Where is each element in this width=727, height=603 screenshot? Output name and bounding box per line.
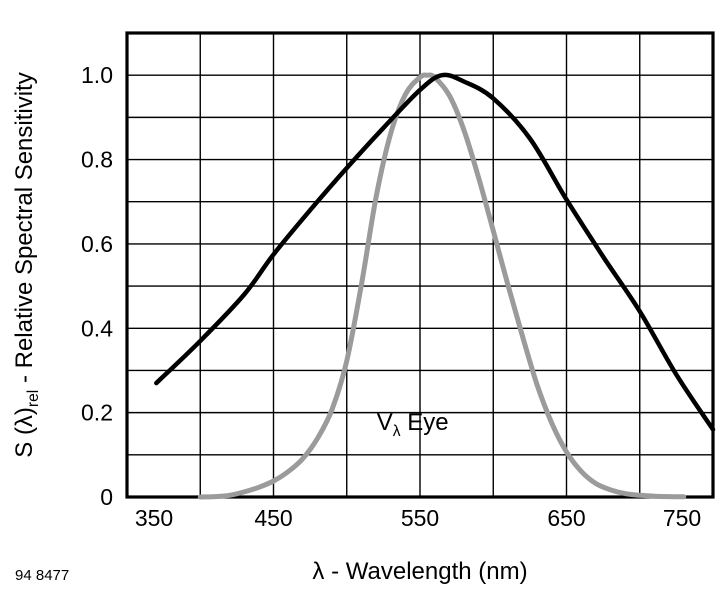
y-tick-label: 0.2 xyxy=(81,400,113,426)
y-tick-label: 1.0 xyxy=(81,62,113,88)
y-tick-label: 0 xyxy=(100,484,113,510)
y-tick-label: 0.8 xyxy=(81,147,113,173)
x-tick-label: 350 xyxy=(135,505,173,531)
y-axis-label-subscript: rel xyxy=(24,389,42,408)
annotation-subscript: λ xyxy=(392,423,401,441)
plot-frame xyxy=(125,31,715,499)
y-axis-label-prefix: S (λ) xyxy=(11,407,39,458)
figure-number: 94 8477 xyxy=(15,567,70,584)
v-lambda-eye-annotation: Vλ Eye xyxy=(377,409,449,441)
annotation-prefix: V xyxy=(376,409,393,437)
x-tick-label: 650 xyxy=(547,505,585,531)
x-tick-label: 550 xyxy=(401,505,439,531)
curve-detector-sensitivity xyxy=(154,72,716,432)
x-tick-label: 750 xyxy=(663,505,701,531)
y-axis-label-suffix: - Relative Spectral Sensitivity xyxy=(11,72,39,390)
annotation-suffix: Eye xyxy=(400,409,449,437)
x-axis-label: λ - Wavelength (nm) xyxy=(312,558,528,585)
y-tick-label: 0.4 xyxy=(81,315,113,341)
x-tick-label: 450 xyxy=(254,505,292,531)
y-tick-label: 0.6 xyxy=(81,231,113,257)
y-axis-label: S (λ)rel - Relative Spectral Sensitivity xyxy=(11,72,43,457)
